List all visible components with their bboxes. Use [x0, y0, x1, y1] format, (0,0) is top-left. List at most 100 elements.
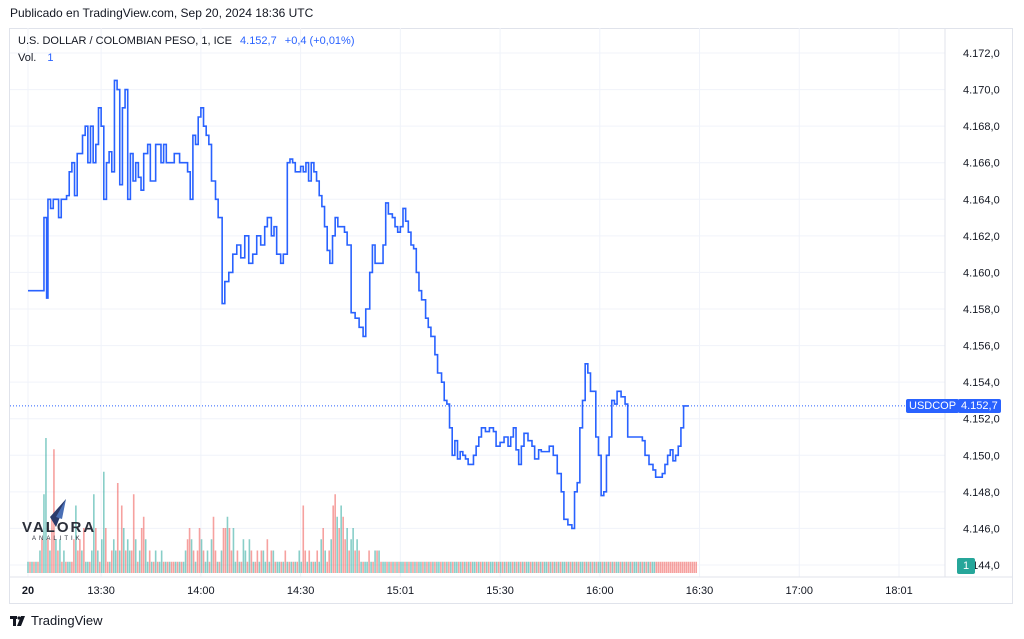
- volume-bar: [272, 550, 275, 573]
- volume-bar: [53, 449, 55, 573]
- volume-bar: [497, 561, 500, 573]
- volume-bar: [422, 561, 424, 573]
- volume-bar: [641, 561, 644, 573]
- volume-bar: [312, 561, 315, 573]
- volume-bar: [657, 561, 660, 573]
- volume-bar: [460, 561, 462, 573]
- volume-bar: [428, 561, 430, 573]
- volume-bar: [687, 561, 690, 573]
- volume-bar: [448, 561, 450, 573]
- volume-bar: [529, 561, 532, 573]
- volume-bar: [639, 561, 642, 573]
- y-tick-label: 4.172,0: [963, 48, 1000, 60]
- volume-bar: [412, 561, 414, 573]
- volume-bar: [344, 539, 346, 573]
- volume-bar: [390, 561, 392, 573]
- volume-bar: [547, 561, 550, 573]
- volume-bar: [276, 561, 279, 573]
- volume-bar: [142, 516, 145, 573]
- volume-bar: [581, 561, 584, 573]
- volume-bar: [248, 539, 251, 573]
- volume-bar: [194, 561, 197, 573]
- volume-bar: [410, 561, 412, 573]
- volume-bar: [224, 528, 227, 573]
- x-tick-label: 18:01: [885, 585, 913, 597]
- volume-bar: [300, 561, 303, 573]
- volume-bar: [673, 561, 676, 573]
- volume-bar: [274, 561, 277, 573]
- volume-bar: [288, 561, 291, 573]
- symbol-price-tag: USDCOP: [906, 399, 960, 413]
- volume-bar: [334, 494, 336, 573]
- volume-bar: [43, 494, 45, 573]
- volume-bar: [398, 561, 400, 573]
- y-tick-label: 4.170,0: [963, 85, 1000, 97]
- volume-bar: [378, 550, 380, 573]
- volume-bar: [296, 561, 299, 573]
- volume-bar: [551, 561, 554, 573]
- volume-bar: [208, 561, 211, 573]
- volume-bar: [571, 561, 574, 573]
- footer-brand[interactable]: TradingView: [10, 613, 103, 628]
- volume-bar: [665, 561, 668, 573]
- volume-bar: [386, 561, 388, 573]
- volume-bar: [456, 561, 458, 573]
- volume-bar: [95, 528, 97, 573]
- volume-bar: [677, 561, 680, 573]
- volume-bar: [380, 561, 382, 573]
- volume-bar: [495, 561, 498, 573]
- volume-bar: [176, 561, 179, 573]
- volume-bar: [541, 561, 544, 573]
- volume-bar: [298, 550, 301, 573]
- volume-bar: [599, 561, 602, 573]
- volume-badge: 1: [957, 558, 975, 574]
- volume-bar: [635, 561, 638, 573]
- grid: [10, 28, 1012, 578]
- y-tick-label: 4.168,0: [963, 121, 1000, 133]
- volume-bar: [33, 561, 35, 573]
- volume-bar: [462, 561, 464, 573]
- volume-bar: [577, 561, 580, 573]
- volume-bar: [601, 561, 604, 573]
- volume-bar: [200, 539, 203, 573]
- volume-bar: [330, 539, 332, 573]
- volume-bar: [645, 561, 648, 573]
- volume-bar: [210, 539, 213, 573]
- chart-frame[interactable]: [9, 28, 1013, 604]
- volume-bar: [101, 539, 103, 573]
- volume-bar: [106, 561, 109, 573]
- volume-bar: [102, 471, 105, 573]
- volume-bar: [206, 550, 209, 573]
- volume-bar: [454, 561, 456, 573]
- volume-bar: [430, 561, 432, 573]
- volume-bar: [240, 561, 243, 573]
- volume-bar: [567, 561, 570, 573]
- volume-bar: [545, 561, 548, 573]
- volume-bar: [306, 561, 309, 573]
- volume-bar: [258, 561, 261, 573]
- volume-bar: [362, 561, 364, 573]
- volume-bar: [290, 561, 293, 573]
- volume-bar: [89, 561, 91, 573]
- volume-bar: [112, 539, 115, 573]
- volume-bar: [623, 561, 626, 573]
- volume-bar: [587, 561, 590, 573]
- volume-bar: [691, 561, 694, 573]
- volume-bar: [468, 561, 470, 573]
- volume-bar: [186, 539, 189, 573]
- volume-bar: [627, 561, 630, 573]
- volume-bar: [156, 561, 159, 573]
- volume-bar: [364, 561, 366, 573]
- symbol-title: U.S. DOLLAR / COLOMBIAN PESO, 1, ICE: [18, 35, 232, 47]
- volume-bar: [152, 561, 155, 573]
- volume-bar: [204, 561, 207, 573]
- volume-bar: [294, 561, 297, 573]
- y-tick-label: 4.158,0: [963, 304, 1000, 316]
- volume-bar: [549, 561, 552, 573]
- volume-bar: [414, 561, 416, 573]
- y-tick-label: 4.164,0: [963, 194, 1000, 206]
- volume-bar: [332, 505, 334, 573]
- volume-bar: [396, 561, 398, 573]
- y-tick-label: 4.154,0: [963, 377, 1000, 389]
